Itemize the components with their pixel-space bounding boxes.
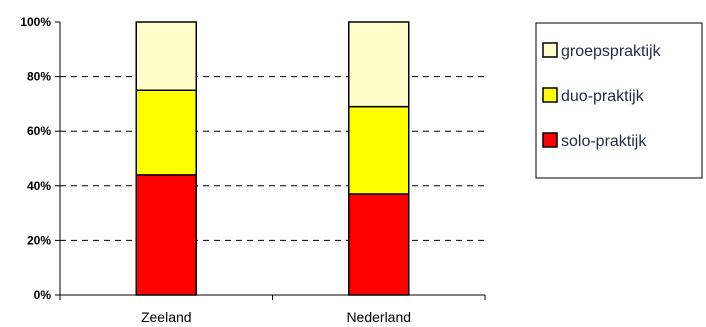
bar-segment-groepspraktijk-zeeland <box>135 21 197 91</box>
y-tick-label: 60% <box>27 124 51 138</box>
axes <box>59 22 486 300</box>
legend-swatch-groepspraktijk <box>542 42 558 58</box>
y-tick-label: 100% <box>20 15 51 29</box>
bars <box>135 21 410 296</box>
x-category-label: Nederland <box>346 309 411 325</box>
x-category-label: Zeeland <box>141 309 192 325</box>
legend-swatch-duo-praktijk <box>542 87 558 103</box>
y-tick-label: 40% <box>27 179 51 193</box>
bar-segment-duo-praktijk-nederland <box>348 105 410 195</box>
x-axis-labels: Zeeland Nederland <box>141 309 411 325</box>
y-tick-label: 20% <box>27 233 51 247</box>
bar-segment-solo-praktijk-zeeland <box>135 174 197 296</box>
legend-label-groepspraktijk: groepspraktijk <box>561 43 662 60</box>
legend: groepspraktijk duo-praktijk solo-praktijk <box>535 22 703 179</box>
grid-lines <box>60 76 485 241</box>
bar-segment-groepspraktijk-nederland <box>348 21 410 108</box>
y-tick-label: 0% <box>34 288 52 302</box>
legend-label-solo-praktijk: solo-praktijk <box>561 133 647 150</box>
y-tick-label: 80% <box>27 70 51 84</box>
y-axis-ticks: 0% 20% 40% 60% 80% 100% <box>20 15 60 302</box>
legend-swatch-solo-praktijk <box>542 132 558 148</box>
bar-segment-solo-praktijk-nederland <box>348 193 410 296</box>
bar-segment-duo-praktijk-zeeland <box>135 89 197 176</box>
legend-label-duo-praktijk: duo-praktijk <box>561 88 645 105</box>
legend-box <box>535 22 703 179</box>
